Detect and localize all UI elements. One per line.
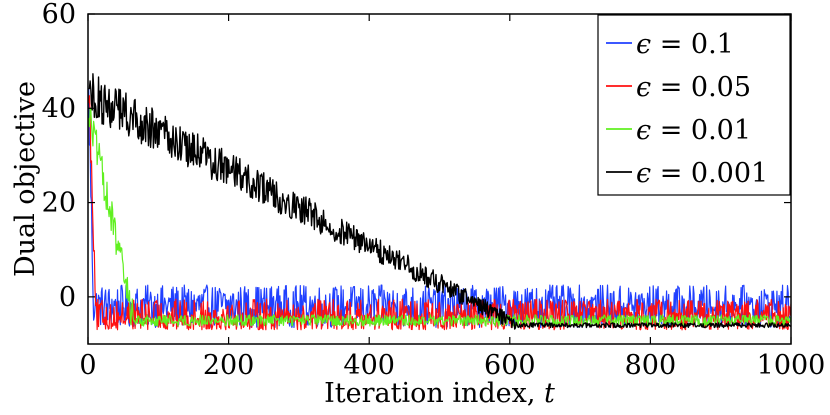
y-tick-label: 40 (42, 93, 76, 124)
legend-box (597, 14, 791, 196)
y-axis-label: Dual objective (10, 81, 41, 277)
y-tick-label: 20 (42, 188, 76, 219)
series-line-3 (88, 73, 791, 330)
x-tick-label: 0 (79, 350, 96, 381)
series-line-2 (88, 107, 791, 327)
legend-label: ϵ = 0.01 (636, 115, 751, 146)
legend: ϵ = 0.1 ϵ = 0.05 ϵ = 0.01 ϵ = 0.001 (597, 14, 791, 196)
y-tick-label: 0 (59, 282, 76, 313)
series-layer (88, 73, 791, 331)
x-tick-label: 200 (203, 350, 255, 381)
legend-label: ϵ = 0.05 (636, 72, 751, 103)
legend-label: ϵ = 0.1 (636, 29, 734, 60)
x-tick-label: 600 (484, 350, 536, 381)
tick-layer: 0 200 400 600 800 1000 0 20 40 60 (42, 0, 826, 381)
x-tick-label: 800 (625, 350, 677, 381)
y-tick-label: 60 (42, 0, 76, 30)
plot-frame (87, 13, 792, 345)
x-tick-label: 400 (343, 350, 395, 381)
x-tick-label: 1000 (757, 350, 826, 381)
x-axis-label: Iteration index, t (324, 378, 555, 409)
legend-label: ϵ = 0.001 (636, 158, 768, 189)
